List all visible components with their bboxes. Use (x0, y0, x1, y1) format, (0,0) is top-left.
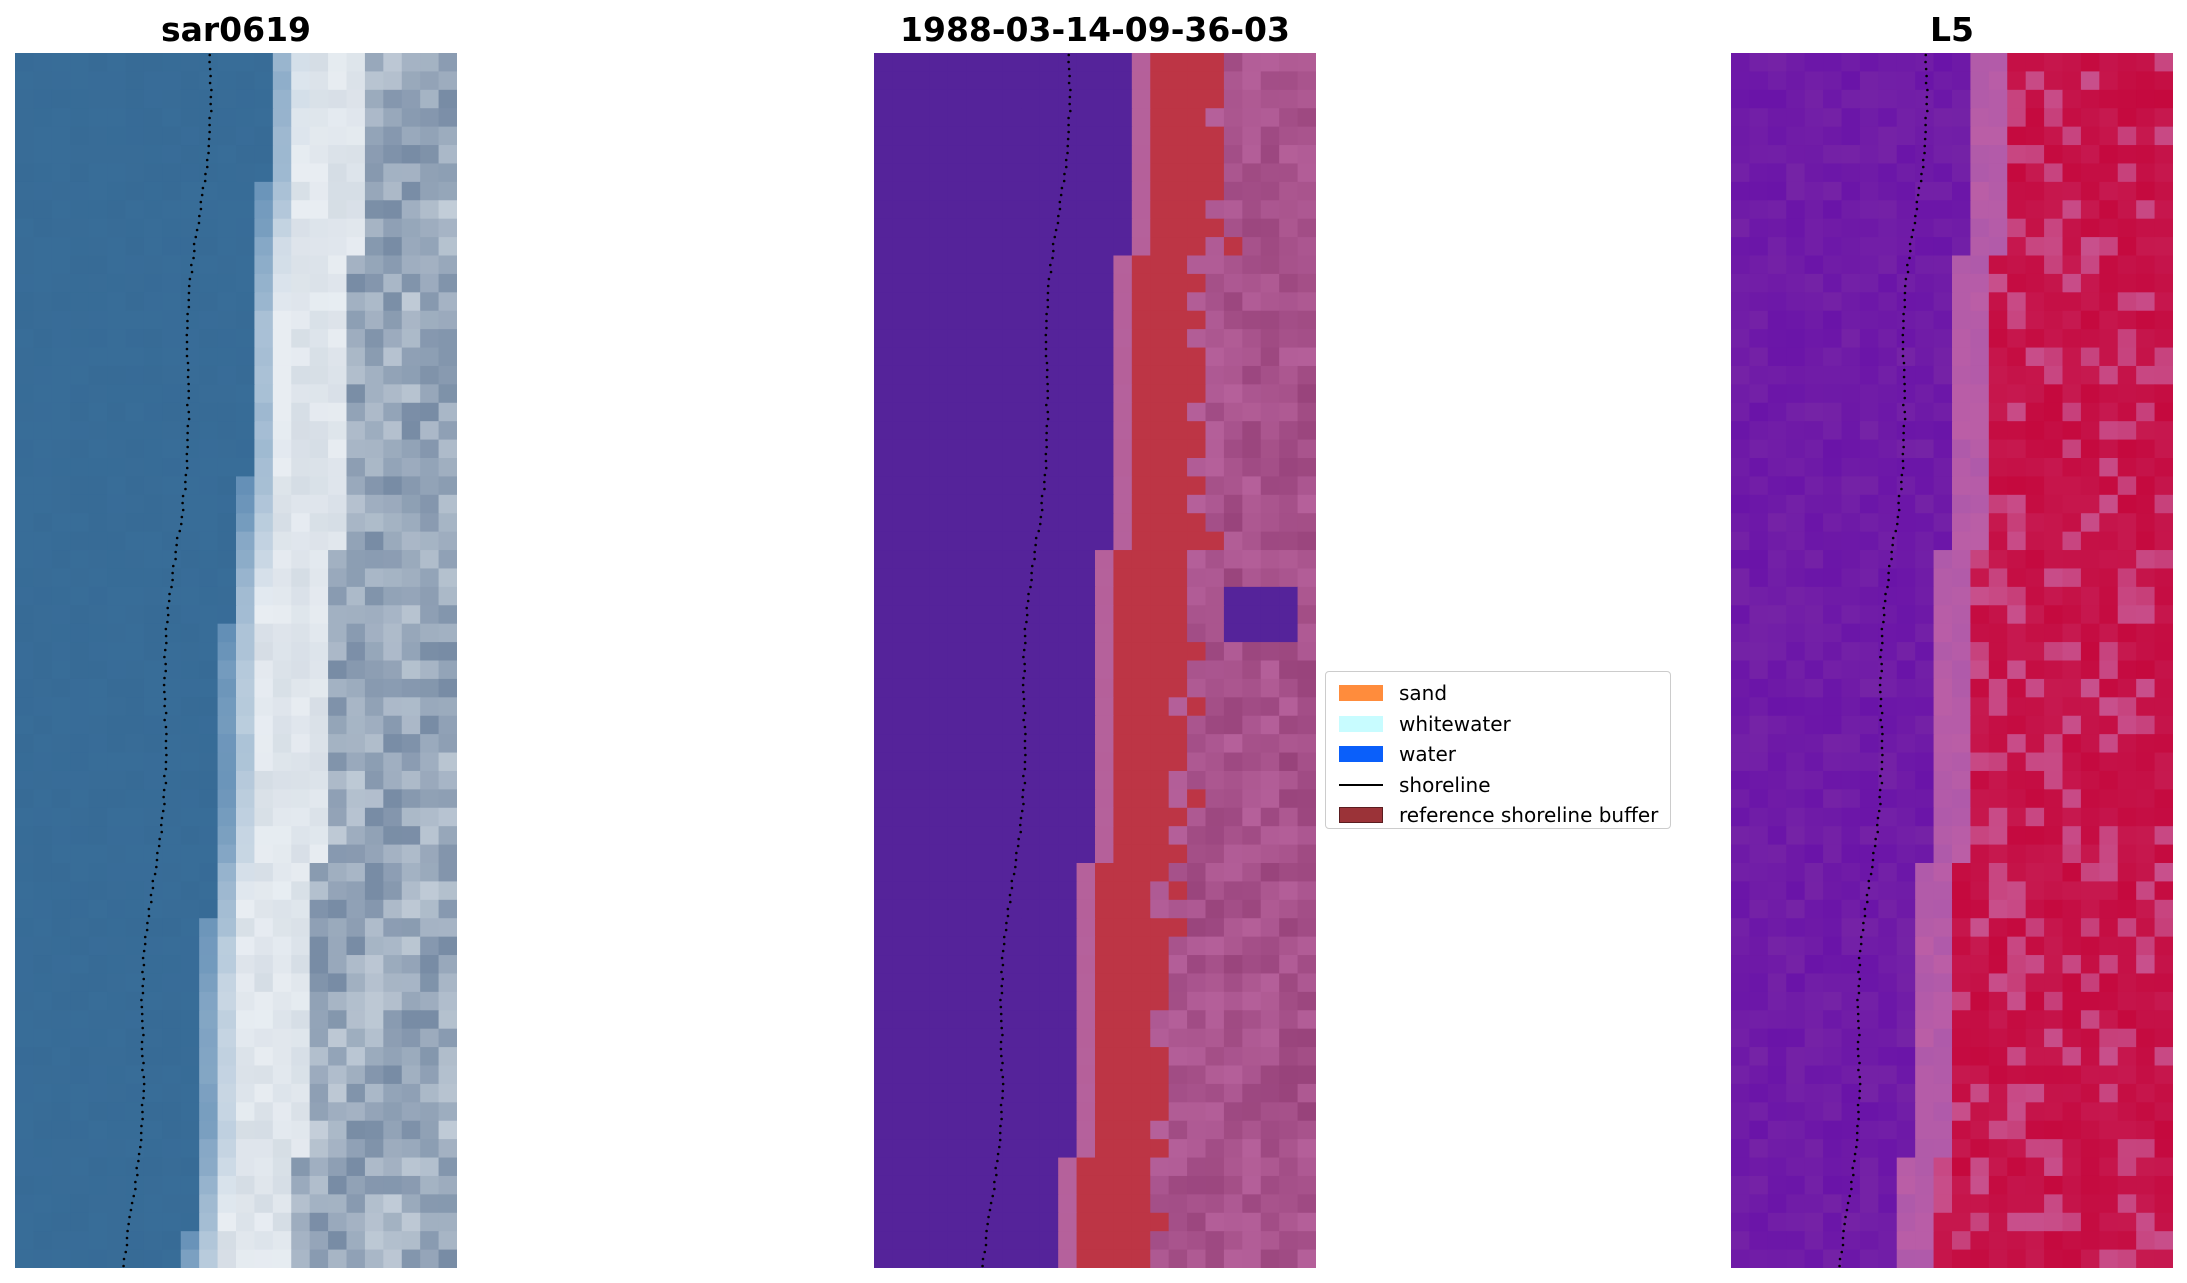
legend-label-sand: sand (1399, 681, 1448, 706)
index-image-panel (1731, 53, 2173, 1268)
panel-title-rgb: sar0619 (160, 10, 312, 49)
classification-image-panel (874, 53, 1316, 1268)
legend-item-reference-shoreline-buffer: reference shoreline buffer (1334, 800, 1662, 831)
legend-line-shoreline (1339, 783, 1383, 786)
rgb-image (15, 53, 457, 1268)
legend-item-water: water (1334, 739, 1662, 770)
legend: sand whitewater water shoreline referenc… (1325, 671, 1671, 829)
legend-swatch-water (1339, 746, 1383, 763)
legend-label-water: water (1399, 742, 1456, 767)
legend-label-whitewater: whitewater (1399, 711, 1511, 736)
legend-swatch-sand (1339, 685, 1383, 702)
legend-swatch-whitewater (1339, 715, 1383, 732)
shoreline-dots (122, 53, 213, 1268)
legend-label-shoreline: shoreline (1399, 772, 1491, 797)
panel-title-index: L5 (1930, 10, 1974, 49)
legend-swatch-buffer (1339, 807, 1383, 824)
rgb-image-panel (15, 53, 457, 1268)
legend-item-shoreline: shoreline (1334, 770, 1662, 801)
shoreline-dots (981, 53, 1072, 1268)
classification-image (874, 53, 1316, 1268)
shoreline-dots (1838, 53, 1929, 1268)
panel-title-classification: 1988-03-14-09-36-03 (900, 10, 1290, 49)
legend-item-sand: sand (1334, 678, 1662, 709)
legend-item-whitewater: whitewater (1334, 709, 1662, 740)
legend-label-buffer: reference shoreline buffer (1399, 803, 1659, 828)
index-image (1731, 53, 2173, 1268)
